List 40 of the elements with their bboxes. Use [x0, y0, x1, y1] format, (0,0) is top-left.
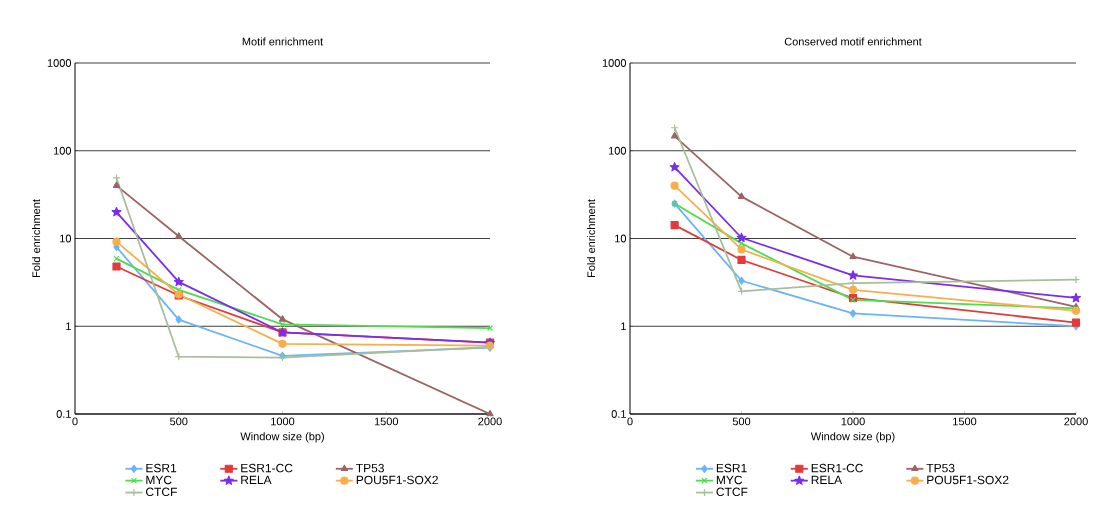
legend-label: ESR1	[716, 463, 747, 473]
chart-title: Conserved motif enrichment	[784, 37, 922, 46]
x-tick-label: 500	[170, 417, 188, 426]
legend-label: MYC	[146, 475, 172, 485]
legend-label: ESR1-CC	[241, 463, 293, 473]
x-tick-label: 0	[72, 417, 78, 426]
legend-label: CTCF	[716, 487, 748, 497]
y-tick-label: 1	[621, 322, 626, 331]
y-tick-label: 1000	[47, 59, 72, 67]
x-axis-title: Window size (bp)	[810, 432, 895, 443]
legend-label: POU5F1-SOX2	[927, 475, 1009, 485]
y-tick-label: 100	[53, 146, 72, 155]
x-tick-label: 2000	[478, 417, 502, 426]
y-tick-label: 10	[60, 234, 72, 243]
x-tick-label: 1500	[374, 417, 399, 426]
chart-title: Motif enrichment	[242, 37, 324, 46]
y-axis-title: Fold enrichment	[587, 199, 596, 278]
legend-label: ESR1-CC	[811, 463, 863, 473]
legend-label: POU5F1-SOX2	[356, 475, 438, 485]
legend-label: ESR1	[146, 463, 177, 473]
y-tick-label: 1000	[602, 59, 627, 67]
legend-label: RELA	[811, 475, 843, 485]
legend-label: MYC	[716, 475, 743, 485]
y-tick-label: 0.1	[611, 410, 626, 418]
legend-label: RELA	[241, 475, 272, 485]
x-tick-label: 1500	[953, 417, 977, 426]
x-tick-label: 0	[627, 417, 633, 426]
x-tick-label: 2000	[1064, 417, 1088, 426]
legend-label: CTCF	[146, 487, 177, 497]
y-tick-label: 1	[66, 322, 71, 331]
x-tick-label: 1000	[271, 417, 295, 426]
x-tick-label: 1000	[841, 417, 865, 426]
y-tick-label: 100	[608, 146, 627, 155]
y-tick-label: 0.1	[56, 410, 71, 418]
y-tick-label: 10	[615, 234, 627, 243]
legend-label: TP53	[356, 463, 384, 473]
x-axis-title: Window size (bp)	[240, 432, 324, 443]
x-tick-label: 500	[732, 417, 751, 426]
y-axis-title: Fold enrichment	[32, 199, 41, 278]
legend-label: TP53	[926, 463, 955, 473]
